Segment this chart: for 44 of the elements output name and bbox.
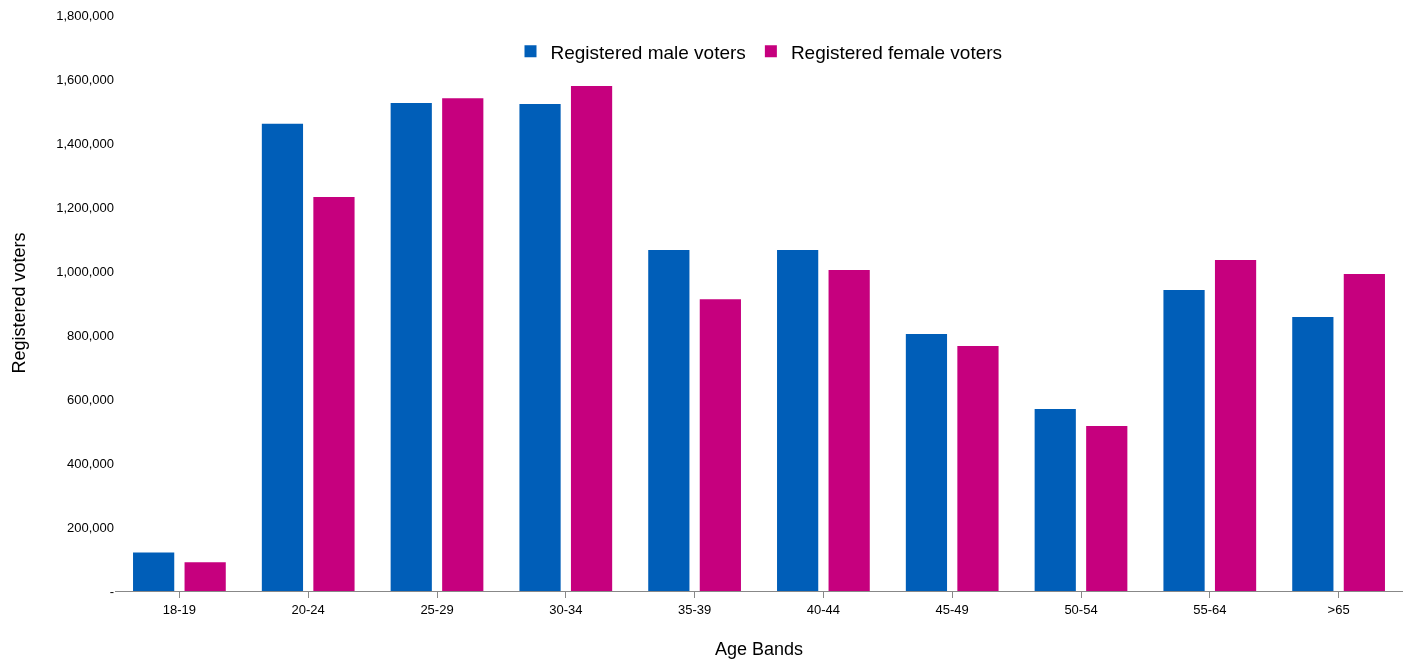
bar <box>1086 425 1128 591</box>
legend-label: Registered male voters <box>550 41 746 63</box>
y-tick-label: 600,000 <box>67 391 114 407</box>
y-tick-label: 1,800,000 <box>56 7 114 23</box>
y-tick-label: 1,600,000 <box>56 71 114 87</box>
legend-label: Registered female voters <box>790 41 1003 63</box>
y-tick-label: 400,000 <box>67 455 114 471</box>
bar <box>261 123 304 591</box>
x-tick-label: 25-29 <box>420 601 454 617</box>
bar <box>390 103 432 591</box>
bar <box>1343 273 1385 591</box>
y-tick-label: - <box>109 583 114 599</box>
x-tick-label: 55-64 <box>1193 601 1227 617</box>
x-tick-label: 35-39 <box>677 601 712 617</box>
bar <box>699 299 741 591</box>
y-tick-label: 1,200,000 <box>56 199 114 215</box>
bar <box>1163 289 1205 591</box>
y-tick-label: 1,400,000 <box>56 135 114 151</box>
bar <box>828 270 870 591</box>
x-tick-label: 18-19 <box>162 601 197 617</box>
x-tick-label: 45-49 <box>935 601 969 617</box>
y-tick-label: 200,000 <box>67 519 114 535</box>
x-tick-label: 50-54 <box>1064 601 1098 617</box>
bar <box>1034 408 1076 591</box>
x-tick-label: 40-44 <box>806 601 841 617</box>
bar <box>313 197 355 591</box>
bar <box>957 345 999 591</box>
x-tick-label: >65 <box>1327 601 1350 617</box>
bar <box>519 103 561 591</box>
bar <box>442 98 484 591</box>
bar <box>648 249 690 591</box>
x-axis-title: Age Bands <box>714 639 804 659</box>
bar <box>133 552 175 591</box>
bar <box>1292 317 1334 591</box>
y-axis-title: Registered voters <box>9 232 30 374</box>
bar <box>777 249 819 591</box>
bar <box>184 562 226 591</box>
x-tick-label: 30-34 <box>549 601 583 617</box>
bar <box>1214 260 1257 591</box>
y-tick-label: 1,000,000 <box>56 263 114 279</box>
y-tick-label: 800,000 <box>67 327 114 343</box>
x-tick-label: 20-24 <box>291 601 325 617</box>
bar <box>570 86 613 591</box>
bar <box>905 334 948 591</box>
